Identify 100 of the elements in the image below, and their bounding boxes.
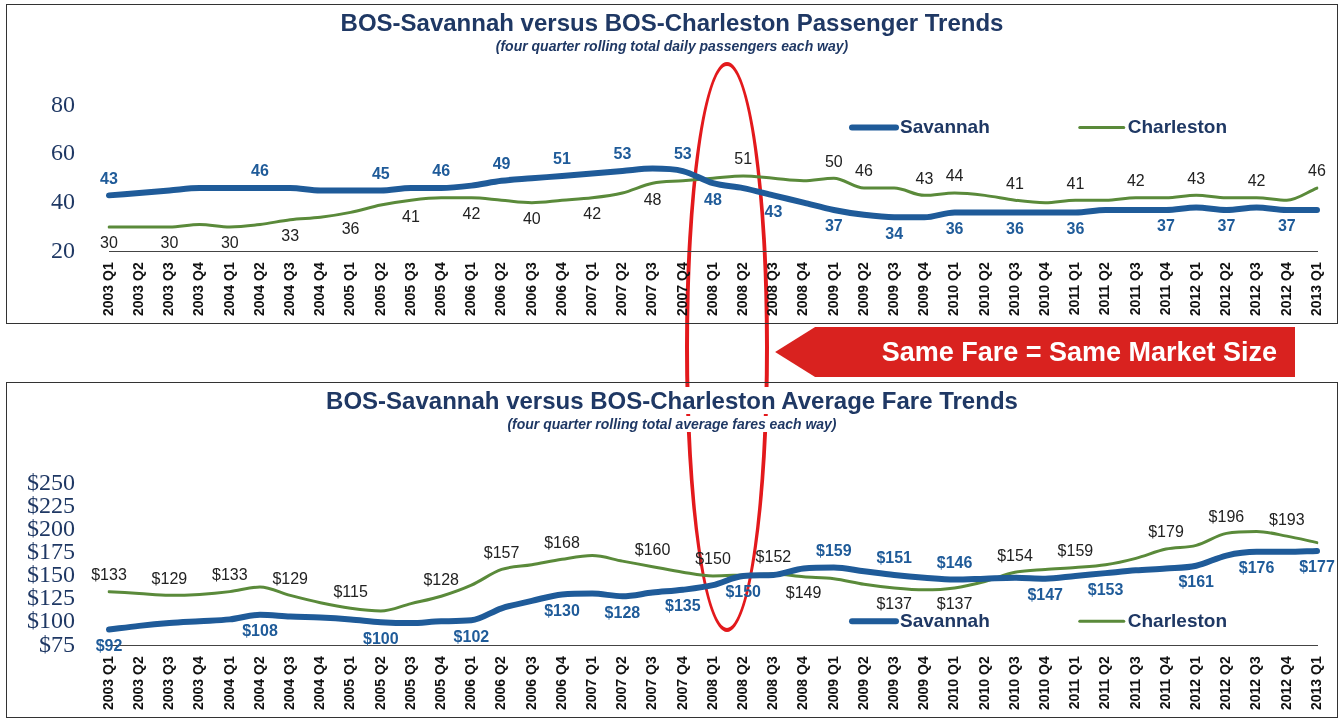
- data-label: 37: [1157, 217, 1175, 235]
- x-tick-label: 2012 Q1: [1187, 262, 1204, 317]
- data-label: $149: [785, 584, 822, 602]
- data-label: 37: [1217, 217, 1236, 235]
- data-label: $157: [483, 543, 520, 561]
- data-label: $160: [634, 541, 671, 559]
- x-tick-label: 2012 Q3: [1247, 262, 1264, 317]
- data-label: 42: [1126, 172, 1145, 190]
- data-label: 33: [281, 227, 300, 245]
- data-label: $129: [151, 569, 188, 587]
- x-tick-label: 2008 Q4: [794, 262, 811, 317]
- x-tick-label: 2010 Q3: [1005, 262, 1022, 317]
- arrow-banner: Same Fare = Same Market Size: [775, 327, 1296, 377]
- x-tick-label: 2003 Q1: [99, 656, 116, 711]
- x-tick-label: 2003 Q2: [130, 262, 147, 317]
- x-tick-label: 2003 Q2: [130, 656, 147, 711]
- x-tick-label: 2010 Q1: [945, 656, 962, 711]
- x-tick-label: 2005 Q1: [341, 262, 358, 317]
- data-label: 42: [1247, 172, 1266, 190]
- data-label: $159: [1057, 541, 1094, 559]
- x-tick-label: 2006 Q2: [492, 262, 509, 317]
- data-label: 36: [945, 219, 964, 237]
- x-tick-label: 2011 Q4: [1156, 262, 1173, 316]
- x-tick-label: 2003 Q4: [190, 262, 207, 317]
- data-label: 46: [251, 162, 269, 180]
- data-label: $154: [997, 546, 1033, 564]
- x-tick-label: 2008 Q2: [734, 656, 751, 711]
- data-label: 37: [1277, 217, 1296, 235]
- data-label: $128: [423, 570, 460, 588]
- x-tick-label: 2011 Q3: [1126, 656, 1143, 710]
- x-tick-label: 2010 Q4: [1036, 656, 1053, 711]
- data-label: $179: [1148, 523, 1184, 541]
- x-tick-label: 2009 Q2: [854, 262, 871, 317]
- data-label: $177: [1299, 558, 1335, 576]
- x-tick-label: 2009 Q2: [854, 656, 871, 711]
- data-label: $146: [936, 554, 973, 572]
- data-label: 43: [100, 169, 118, 187]
- x-tick-label: 2008 Q4: [794, 656, 811, 711]
- data-label: 51: [553, 150, 571, 168]
- x-tick-label: 2011 Q1: [1066, 262, 1083, 316]
- data-label: $161: [1178, 573, 1215, 591]
- x-tick-label: 2011 Q4: [1156, 656, 1173, 710]
- legend-label: Charleston: [1127, 115, 1228, 137]
- x-tick-label: 2006 Q4: [552, 656, 569, 711]
- data-label: 42: [462, 205, 481, 223]
- x-tick-label: 2006 Q1: [462, 262, 479, 317]
- x-tick-label: 2010 Q1: [945, 262, 962, 317]
- x-tick-label: 2012 Q1: [1187, 656, 1204, 711]
- legend-label: Charleston: [1127, 609, 1228, 631]
- data-label: 43: [1187, 169, 1206, 187]
- x-tick-label: 2007 Q4: [673, 656, 690, 711]
- x-tick-label: 2009 Q3: [885, 656, 902, 711]
- data-label: $153: [1087, 580, 1124, 598]
- x-tick-label: 2009 Q1: [824, 262, 841, 317]
- data-label: 36: [1066, 219, 1085, 237]
- data-label: $115: [333, 582, 368, 600]
- data-label: 43: [764, 202, 783, 220]
- data-label: $168: [544, 533, 580, 551]
- x-tick-label: 2004 Q4: [311, 262, 328, 317]
- x-tick-label: 2011 Q3: [1126, 262, 1143, 316]
- x-tick-label: 2008 Q2: [734, 262, 751, 317]
- x-tick-label: 2005 Q1: [341, 656, 358, 711]
- data-label: $135: [665, 597, 701, 615]
- x-tick-label: 2004 Q2: [250, 656, 267, 711]
- x-tick-label: 2006 Q1: [462, 656, 479, 711]
- data-label: 36: [1006, 219, 1024, 237]
- x-tick-label: 2006 Q3: [522, 656, 539, 711]
- x-tick-label: 2008 Q1: [703, 656, 720, 711]
- data-label: $147: [1027, 586, 1064, 604]
- data-label: $100: [363, 629, 399, 647]
- x-tick-label: 2008 Q3: [764, 262, 781, 317]
- data-label: $151: [876, 549, 913, 567]
- x-tick-label: 2003 Q1: [99, 262, 116, 317]
- data-label: 34: [885, 224, 904, 242]
- x-tick-label: 2005 Q2: [371, 656, 388, 711]
- data-label: 53: [613, 145, 632, 163]
- data-label: $129: [272, 569, 309, 587]
- y-tick-label: 40: [51, 187, 75, 214]
- x-tick-label: 2004 Q3: [281, 262, 298, 317]
- x-tick-label: 2007 Q2: [613, 656, 630, 711]
- data-label: 41: [402, 207, 420, 225]
- data-label: $152: [755, 548, 792, 566]
- x-tick-label: 2008 Q3: [764, 656, 781, 711]
- data-label: 46: [432, 162, 451, 180]
- y-tick-label: 20: [51, 236, 75, 263]
- x-tick-label: 2007 Q1: [583, 656, 600, 711]
- x-tick-label: 2005 Q2: [371, 262, 388, 317]
- x-tick-label: 2012 Q2: [1217, 656, 1234, 711]
- legend-label: Savannah: [900, 115, 990, 137]
- chart-title: BOS-Savannah versus BOS-Charleston Average Fare Trends: [326, 387, 1018, 414]
- chart-subtitle: (four quarter rolling total average fares each way): [507, 416, 837, 432]
- x-tick-label: 2006 Q2: [492, 656, 509, 711]
- data-label: 53: [673, 145, 692, 163]
- data-label: 30: [160, 234, 179, 252]
- data-label: 42: [583, 205, 602, 223]
- x-tick-label: 2011 Q2: [1096, 262, 1113, 316]
- x-tick-label: 2008 Q1: [703, 262, 720, 317]
- data-label: $159: [816, 541, 852, 559]
- data-label: $193: [1269, 510, 1305, 528]
- x-tick-label: 2003 Q3: [160, 656, 177, 711]
